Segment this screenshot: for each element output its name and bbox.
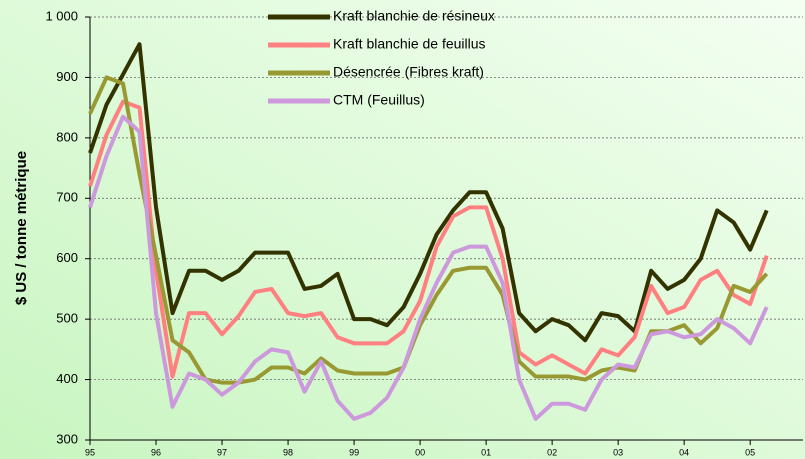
y-tick-label: 900 — [56, 69, 78, 84]
series-line — [88, 75, 769, 385]
x-tick-label: 00 — [415, 447, 425, 457]
y-tick-label: 1 000 — [45, 8, 78, 23]
x-tick-label: 95 — [85, 447, 95, 457]
x-tick-label: 02 — [547, 447, 557, 457]
legend-label: Désencrée (Fibres kraft) — [333, 64, 484, 80]
y-tick-label: 600 — [56, 250, 78, 265]
legend-label: Kraft blanchie de résineux — [333, 8, 495, 24]
y-tick-label: 800 — [56, 129, 78, 144]
x-tick-label: 99 — [349, 447, 359, 457]
x-tick-label: 97 — [217, 447, 227, 457]
y-tick-label: 700 — [56, 190, 78, 205]
x-tick-label: 98 — [283, 447, 293, 457]
series-line — [88, 114, 769, 421]
legend-label: CTM (Feuillus) — [333, 92, 425, 108]
x-tick-label: 03 — [613, 447, 623, 457]
y-axis-label: $ US / tonne métrique — [13, 151, 30, 305]
x-tick-label: 04 — [679, 447, 689, 457]
series-line — [88, 42, 769, 343]
y-tick-label: 500 — [56, 311, 78, 326]
x-tick-label: 01 — [481, 447, 491, 457]
x-tick-label: 96 — [151, 447, 161, 457]
y-tick-label: 300 — [56, 431, 78, 446]
legend-label: Kraft blanchie de feuillus — [333, 36, 486, 52]
x-tick-label: 05 — [745, 447, 755, 457]
y-tick-label: 400 — [56, 371, 78, 386]
series-line — [88, 99, 769, 379]
